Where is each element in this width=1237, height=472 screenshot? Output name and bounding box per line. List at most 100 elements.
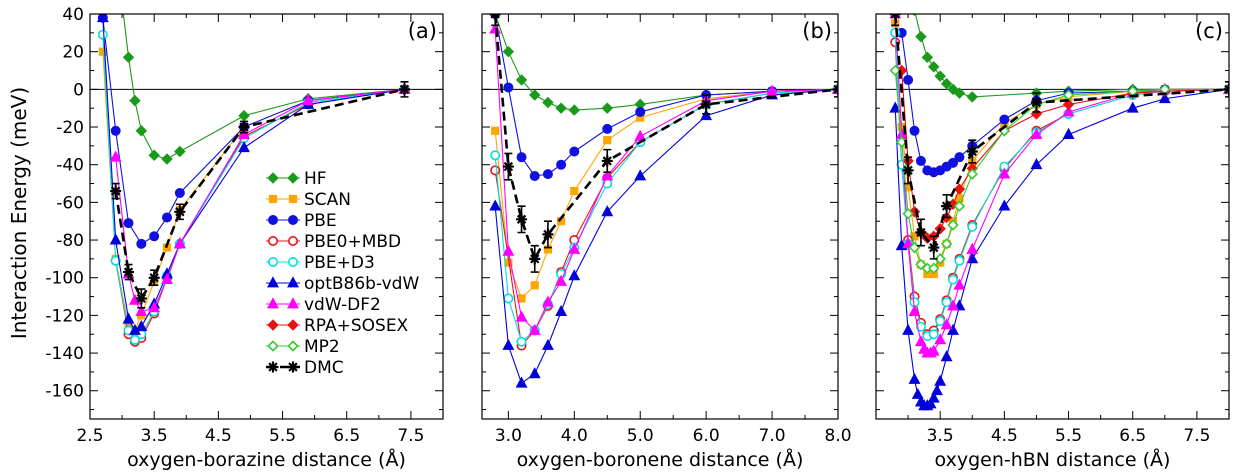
data-point [967, 221, 978, 232]
legend-item-pbe: PBE [266, 211, 337, 231]
x-tick-label: 5.5 [1055, 426, 1082, 446]
data-point [998, 199, 1011, 211]
data-point [123, 218, 134, 229]
data-point [528, 367, 541, 379]
data-point [635, 106, 646, 117]
data-point [934, 333, 947, 345]
data-point [529, 89, 541, 101]
legend-item-hf: HF [266, 169, 327, 189]
legend-item-scan: SCAN [266, 190, 351, 210]
data-point [129, 334, 140, 345]
panel-label: (b) [802, 19, 832, 43]
series-line [494, 88, 838, 385]
legend-marker [267, 215, 278, 226]
data-point [601, 169, 614, 181]
data-point [966, 168, 979, 180]
y-axis-label: Interaction Energy (meV) [7, 87, 31, 339]
data-point [953, 278, 966, 290]
y-tick-label: -80 [56, 231, 84, 251]
series-line [122, 14, 405, 160]
data-point [1126, 101, 1139, 113]
legend-marker [267, 236, 278, 247]
data-point [489, 199, 502, 211]
data-point [947, 299, 959, 311]
panel-c: 3.5 4.5 5.5 6.5 7.5 (c) oxygen-hBN distance (Å… [875, 13, 1230, 471]
data-point [928, 61, 940, 73]
legend-label: HF [304, 169, 327, 189]
data-point [515, 376, 528, 388]
data-point [903, 74, 914, 85]
series-hf [489, 14, 838, 116]
data-point [902, 164, 914, 176]
data-point [238, 121, 250, 133]
series-mp2 [889, 64, 1229, 275]
data-point [490, 165, 501, 176]
data-point [302, 93, 315, 106]
data-point [908, 372, 921, 384]
data-point [1030, 97, 1042, 109]
legend-marker [287, 256, 298, 267]
data-point [602, 123, 613, 134]
data-point [174, 206, 186, 218]
panel-b: 3.0 4.0 5.0 6.0 7.0 8.0 (b) oxygen-boronene dis… [481, 13, 852, 471]
y-axis-label-group: Interaction Energy (meV) [7, 87, 31, 339]
data-point [490, 150, 501, 161]
data-point [940, 238, 953, 250]
data-point [1030, 158, 1043, 170]
legend-marker [267, 340, 279, 352]
x-axis-label: oxygen-borazine distance (Å) [127, 448, 406, 471]
data-point [516, 213, 528, 225]
data-point [998, 167, 1011, 179]
data-point [889, 64, 901, 77]
data-point [148, 149, 160, 162]
series-dmc [889, 14, 1229, 260]
x-tick-label: 7.5 [397, 426, 424, 446]
data-point [1062, 105, 1075, 117]
x-tick-label: 3.0 [495, 426, 522, 446]
series-line [115, 88, 405, 313]
data-point [542, 228, 554, 240]
legend-marker [287, 361, 299, 373]
x-tick-label: 4.0 [561, 426, 588, 446]
data-point [915, 227, 927, 239]
data-point [161, 272, 173, 285]
data-point [1062, 98, 1075, 111]
y-tick-label: 0 [73, 80, 84, 100]
plot-area [96, 14, 411, 347]
data-point [238, 109, 250, 122]
data-point [529, 171, 540, 182]
legend-item-dmc: DMC [266, 358, 344, 378]
data-point [928, 242, 940, 254]
x-tick-label: 2.5 [76, 426, 103, 446]
data-point [902, 207, 914, 220]
data-point [569, 146, 580, 157]
data-point [529, 253, 541, 265]
data-point [927, 344, 940, 356]
legend-label: vdW-DF2 [304, 295, 381, 315]
data-point [934, 70, 946, 82]
data-point [1030, 127, 1043, 139]
y-tick-label: -160 [45, 382, 84, 402]
legend-marker [287, 236, 298, 247]
data-point [568, 269, 581, 281]
legend-marker [267, 256, 278, 267]
legend-marker [287, 172, 299, 184]
legend-marker [287, 297, 299, 309]
plot-frame [875, 13, 1230, 420]
data-point [135, 292, 147, 304]
data-point [766, 84, 779, 96]
error-bar [891, 14, 900, 27]
x-tick-label: 3.5 [927, 426, 954, 446]
data-point [947, 323, 959, 335]
data-point [97, 29, 108, 40]
data-point [502, 338, 515, 350]
data-point [941, 200, 953, 212]
data-point [953, 200, 966, 212]
y-tick-label: -140 [45, 344, 84, 364]
data-point [162, 212, 173, 223]
legend-item-pbe-d3: PBE+D3 [266, 253, 375, 273]
data-point [921, 51, 934, 64]
plot-area [889, 14, 1229, 411]
data-point [110, 255, 121, 266]
